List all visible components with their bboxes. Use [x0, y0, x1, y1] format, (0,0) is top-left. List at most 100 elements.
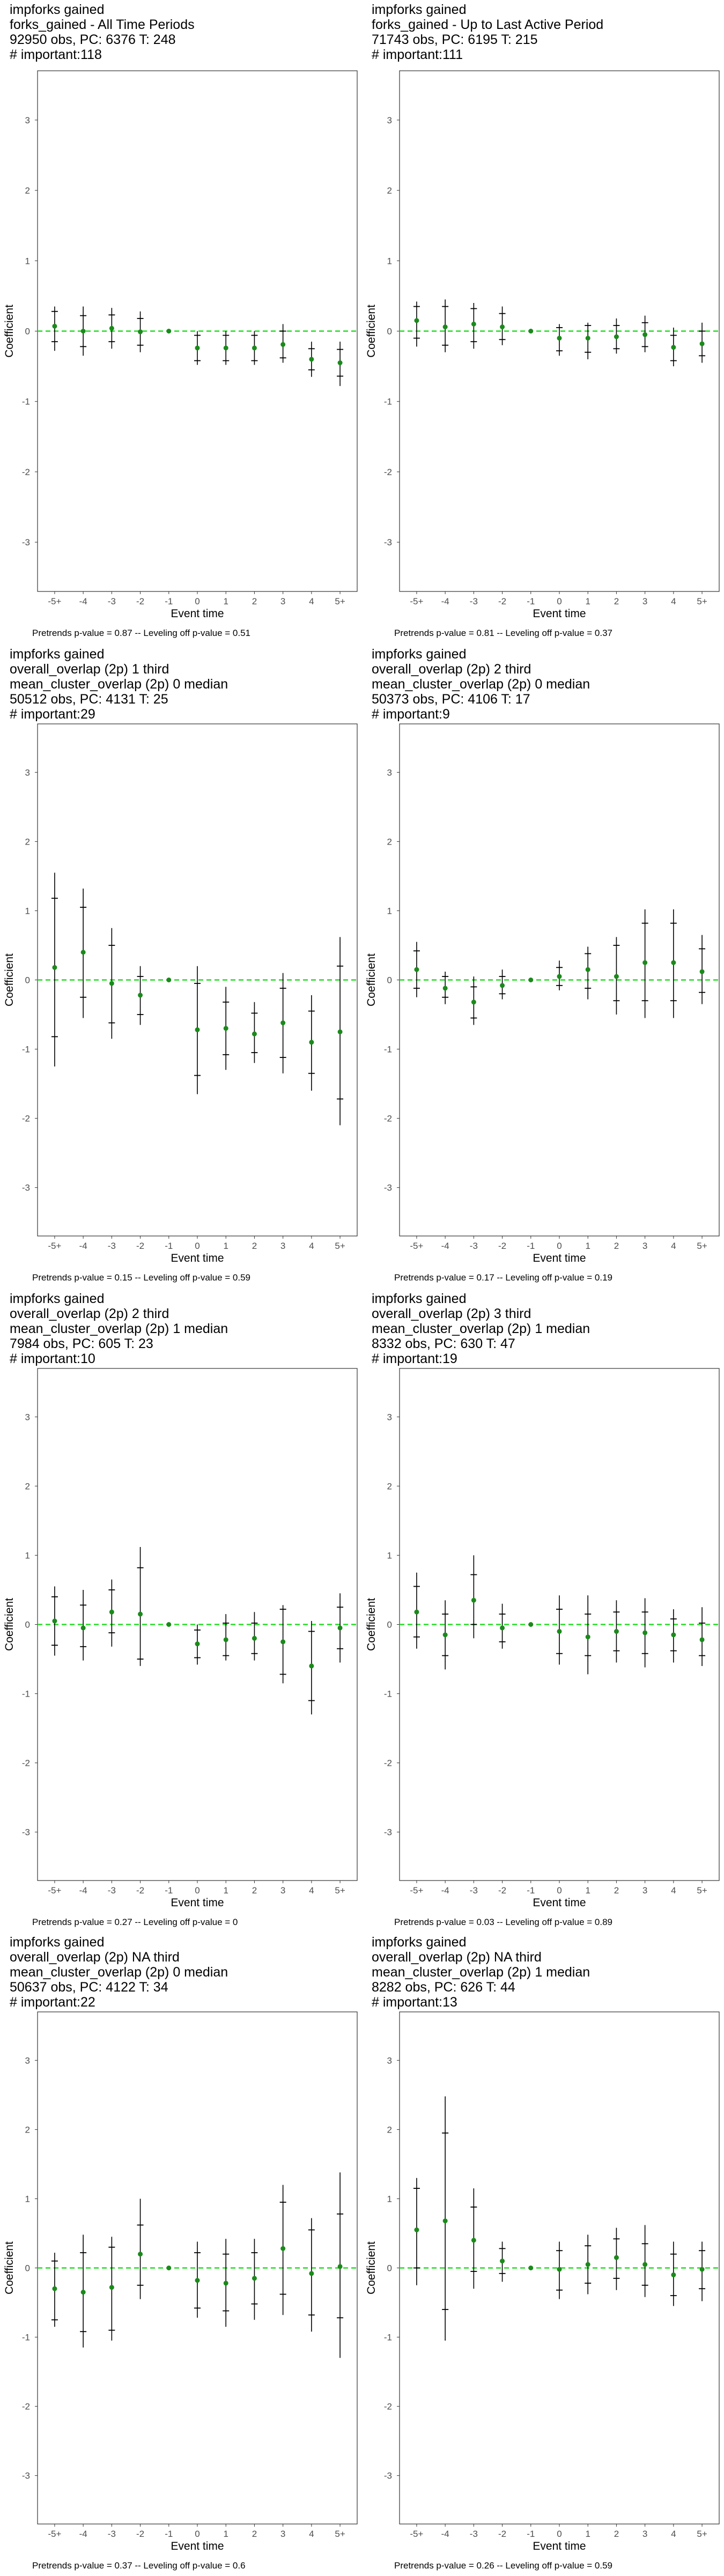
estimate-point	[585, 1634, 590, 1640]
header-line: mean_cluster_overlap (2p) 0 median	[372, 677, 590, 692]
panel-header: impforks gained overall_overlap (2p) 3 th…	[372, 1291, 590, 1366]
estimate-point	[80, 1625, 86, 1631]
estimate-point	[223, 2281, 228, 2286]
header-line: forks_gained - All Time Periods	[10, 17, 195, 32]
header-line: 8332 obs, PC: 630 T: 47	[372, 1336, 515, 1351]
y-tick-label: 3	[25, 1412, 30, 1422]
x-tick-label: -1	[165, 2529, 173, 2539]
y-tick-label: 1	[25, 2194, 30, 2204]
y-axis-title: Coefficient	[3, 305, 16, 358]
x-tick-label: -4	[79, 2529, 87, 2539]
x-axis-title: Event time	[171, 1897, 224, 1909]
x-axis-title: Event time	[171, 608, 224, 620]
y-tick-label: -3	[22, 1827, 30, 1838]
estimate-point	[699, 969, 705, 974]
estimate-point	[52, 323, 57, 329]
estimate-point	[52, 965, 57, 970]
header-line: # important:118	[10, 47, 102, 62]
x-tick-label: 4	[309, 2529, 314, 2539]
y-tick-label: 3	[25, 115, 30, 125]
estimate-point	[138, 2252, 143, 2257]
estimate-point	[557, 974, 562, 979]
header-line: # important:13	[372, 1995, 457, 2010]
y-tick-label: 0	[25, 975, 30, 986]
y-tick-label: -2	[22, 1114, 30, 1124]
estimate-point	[614, 334, 619, 339]
y-tick-label: 0	[387, 327, 392, 337]
x-tick-label: 0	[557, 596, 562, 606]
y-tick-label: 0	[25, 2263, 30, 2274]
y-tick-label: 3	[25, 2055, 30, 2066]
header-line: impforks gained	[10, 1935, 105, 1950]
estimate-point	[252, 345, 257, 351]
header-line: 71743 obs, PC: 6195 T: 215	[372, 32, 538, 47]
x-tick-label: 3	[280, 2529, 285, 2539]
x-tick-label: 1	[585, 1885, 590, 1896]
y-tick-label: 1	[387, 2194, 392, 2204]
x-tick-label: -5+	[48, 1885, 61, 1896]
y-tick-label: -1	[22, 397, 30, 407]
y-tick-label: -3	[22, 1183, 30, 1193]
event-study-panel: -3 -2 -1 0 1 2 3 -5+ -4 -3 -2 -1 0 1 2 3 4 5+ Coefficient E…	[0, 1289, 362, 1933]
y-tick-label: 3	[387, 767, 392, 778]
pvalue-footnote: Pretrends p-value = 0.27 -- Leveling off…	[32, 1917, 238, 1927]
header-line: overall_overlap (2p) NA third	[372, 1950, 542, 1965]
y-tick-label: -2	[22, 1758, 30, 1768]
y-tick-label: 2	[25, 186, 30, 196]
coefficient-plot: -3 -2 -1 0 1 2 3 -5+ -4 -3 -2 -1 0 1 2 3 4 5+ Coefficient E…	[3, 1368, 358, 1909]
y-tick-label: 2	[387, 837, 392, 847]
x-axis-title: Event time	[533, 608, 586, 620]
estimate-point	[195, 1027, 200, 1032]
x-tick-label: 0	[557, 1241, 562, 1251]
y-tick-label: -3	[22, 537, 30, 547]
panel-header: impforks gained forks_gained - Up to Last…	[372, 2, 603, 62]
y-tick-label: -3	[384, 1183, 392, 1193]
estimate-point	[699, 341, 705, 346]
header-line: impforks gained	[10, 2, 105, 17]
x-tick-label: 0	[195, 2529, 200, 2539]
y-tick-label: -1	[22, 1045, 30, 1055]
x-axis-title: Event time	[171, 1252, 224, 1264]
header-line: 7984 obs, PC: 605 T: 23	[10, 1336, 153, 1351]
x-tick-label: 2	[252, 596, 257, 606]
pvalue-footnote: Pretrends p-value = 0.87 -- Leveling off…	[32, 628, 250, 638]
x-tick-label: 5+	[697, 596, 707, 606]
x-tick-label: 0	[195, 1885, 200, 1896]
x-tick-label: -4	[441, 1241, 449, 1251]
header-line: impforks gained	[372, 647, 467, 662]
estimate-point	[109, 981, 114, 986]
y-tick-label: -3	[384, 2471, 392, 2481]
header-line: overall_overlap (2p) 2 third	[372, 662, 531, 677]
x-tick-label: 2	[614, 596, 619, 606]
estimate-point	[414, 1609, 419, 1615]
x-tick-label: -4	[79, 1241, 87, 1251]
x-tick-label: -2	[136, 596, 144, 606]
x-tick-label: 2	[252, 1241, 257, 1251]
y-axis-title: Coefficient	[3, 1598, 16, 1651]
x-tick-label: -5+	[48, 1241, 61, 1251]
x-tick-label: -1	[165, 596, 173, 606]
header-line: impforks gained	[10, 647, 105, 662]
y-tick-label: -2	[22, 467, 30, 477]
y-tick-label: 0	[387, 2263, 392, 2274]
event-study-panel: -3 -2 -1 0 1 2 3 -5+ -4 -3 -2 -1 0 1 2 3 4 5+ Coefficient E…	[0, 1933, 362, 2576]
estimate-point	[80, 2290, 86, 2295]
estimate-point	[80, 329, 86, 334]
x-tick-label: -4	[441, 596, 449, 606]
x-tick-label: -1	[165, 1885, 173, 1896]
estimate-point	[166, 2266, 172, 2270]
x-tick-label: -5+	[48, 2529, 61, 2539]
x-tick-label: -5+	[410, 2529, 423, 2539]
panel-header: impforks gained overall_overlap (2p) NA t…	[10, 1935, 228, 2010]
y-tick-label: -2	[384, 2402, 392, 2412]
estimate-point	[614, 974, 619, 979]
estimate-point	[642, 960, 648, 965]
estimate-point	[671, 2272, 676, 2277]
estimate-point	[252, 1635, 257, 1641]
estimate-point	[642, 2262, 648, 2267]
y-tick-label: 0	[387, 975, 392, 986]
x-tick-label: -3	[108, 1241, 116, 1251]
event-study-panel: -3 -2 -1 0 1 2 3 -5+ -4 -3 -2 -1 0 1 2 3 4 5+ Coefficient E…	[0, 0, 362, 643]
header-line: overall_overlap (2p) 1 third	[10, 662, 169, 677]
coefficient-plot: -3 -2 -1 0 1 2 3 -5+ -4 -3 -2 -1 0 1 2 3 4 5+ Coefficient E…	[3, 70, 358, 620]
